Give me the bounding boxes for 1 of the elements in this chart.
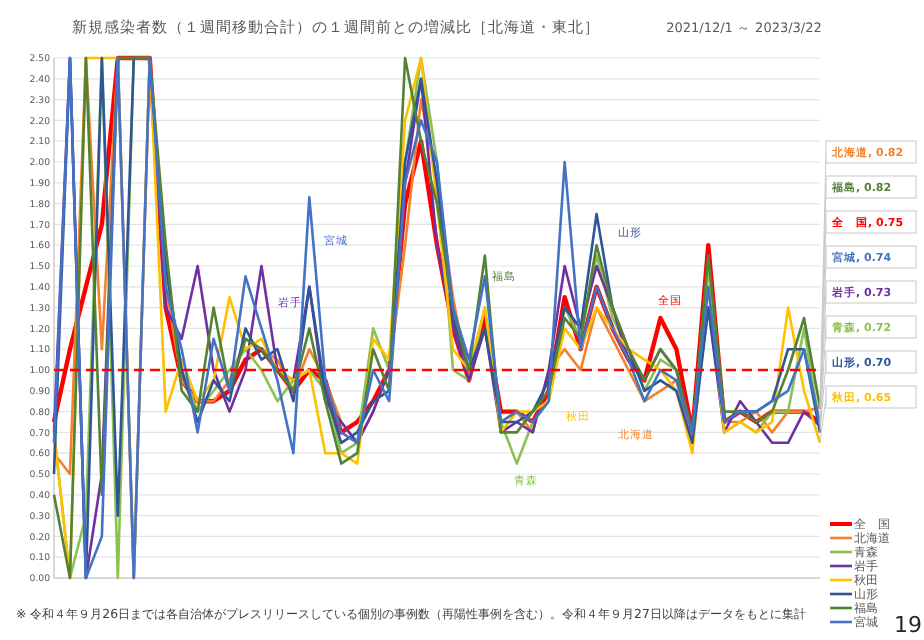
text: 19 — [894, 612, 922, 638]
